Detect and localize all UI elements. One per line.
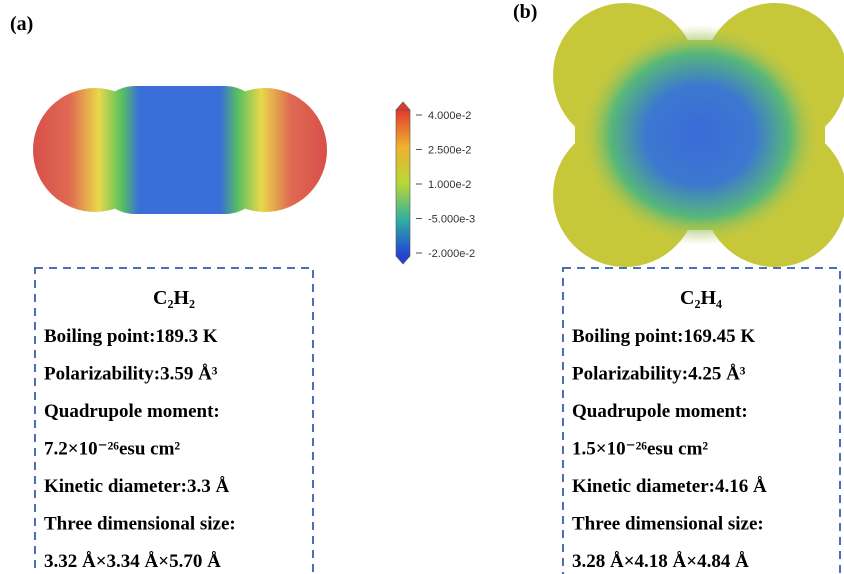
molecule-b [553,3,844,267]
property-line: 3.28 Å×4.18 Å×4.84 Å [572,551,749,572]
property-line: Kinetic diameter:4.16 Å [572,476,767,497]
panel-label: (b) [513,1,537,23]
formula: C₂H₂ [153,287,195,309]
colorbar-label: -2.000e-2 [428,248,475,260]
property-line: Three dimensional size: [572,514,764,535]
panel-label: (a) [10,13,33,35]
property-line: Polarizability:4.25 Å³ [572,364,746,385]
property-line: Boiling point:189.3 K [44,326,218,347]
colorbar-label: 2.500e-2 [428,145,471,157]
property-line: 7.2×10⁻²⁶esu cm² [44,439,180,460]
molecule-a [33,86,327,214]
property-line: 1.5×10⁻²⁶esu cm² [572,439,708,460]
property-line: Quadrupole moment: [44,401,220,422]
property-line: Boiling point:169.45 K [572,326,755,347]
property-line: Kinetic diameter:3.3 Å [44,476,229,497]
colorbar-label: 1.000e-2 [428,179,471,191]
colorbar [396,102,410,264]
figure: (a) C₂H₂ Boiling point:189.3 K Polarizabili… [0,0,844,574]
property-line: 3.32 Å×3.34 Å×5.70 Å [44,551,221,572]
colorbar-label: -5.000e-3 [428,214,475,226]
property-line: Polarizability:3.59 Å³ [44,364,218,385]
property-line: Quadrupole moment: [572,401,748,422]
property-line: Three dimensional size: [44,514,236,535]
colorbar-label: 4.000e-2 [428,110,471,122]
formula: C₂H₄ [680,287,722,309]
